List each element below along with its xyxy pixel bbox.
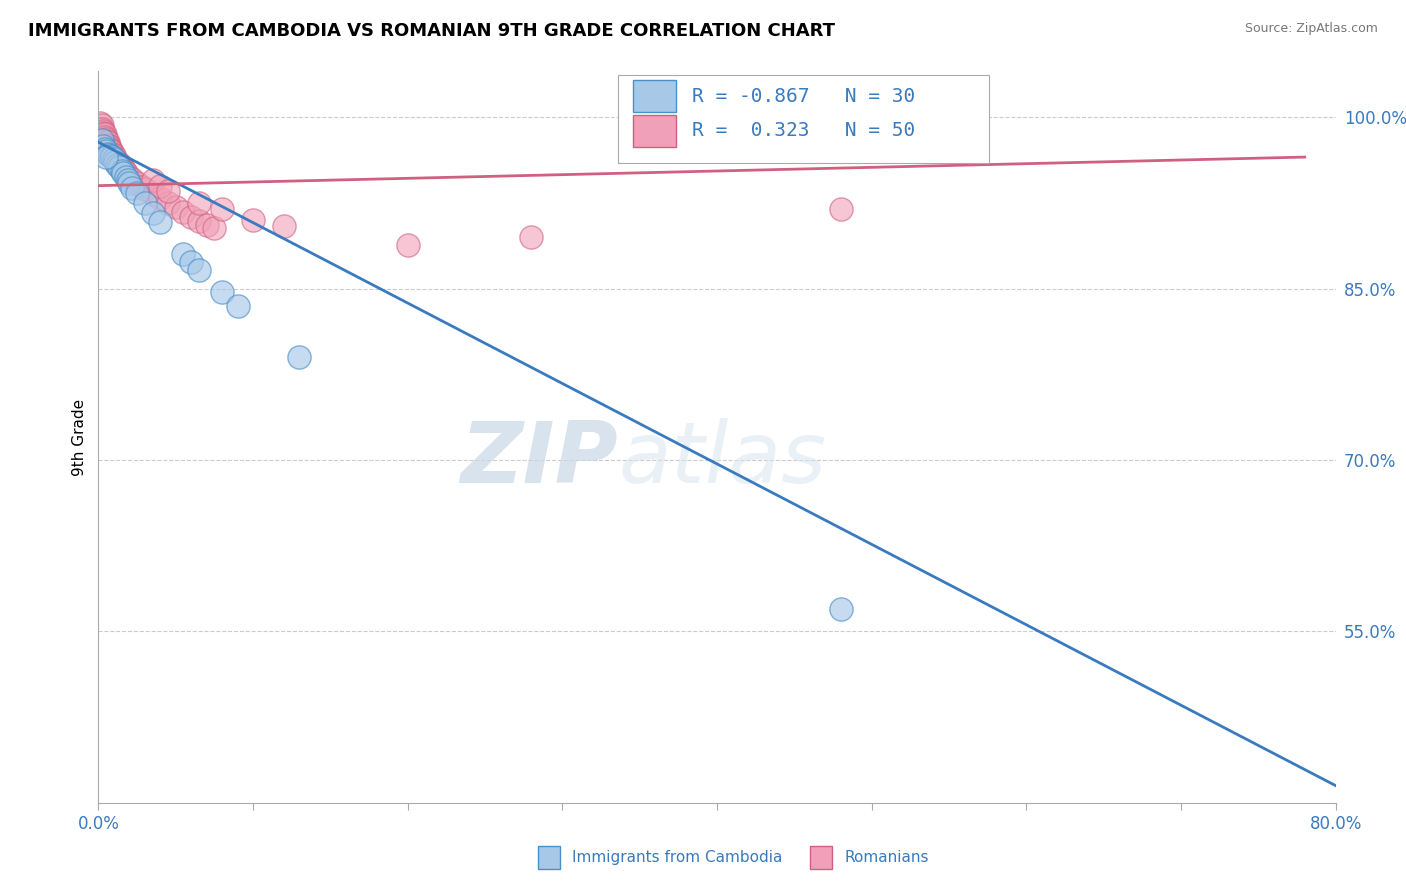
Point (118, 169, 141, 184)
Point (226, 299, 249, 313)
Point (98, 138, 121, 153)
Text: Immigrants from Cambodia: Immigrants from Cambodia (572, 850, 783, 865)
Point (121, 171, 143, 186)
Point (127, 186, 149, 200)
Point (142, 206, 165, 220)
Point (100, 149, 122, 163)
Point (103, 150, 125, 164)
Point (180, 255, 202, 269)
Point (165, 200, 187, 214)
Point (90, 121, 112, 136)
Point (396, 238, 419, 252)
FancyBboxPatch shape (810, 846, 832, 870)
Point (111, 163, 134, 178)
Point (97, 137, 120, 152)
Text: R =  0.323   N = 50: R = 0.323 N = 50 (692, 121, 915, 140)
Point (149, 191, 172, 205)
Point (97, 146, 120, 161)
Point (96, 150, 118, 164)
Point (131, 179, 153, 194)
FancyBboxPatch shape (633, 114, 676, 146)
Point (173, 247, 195, 261)
Point (91, 138, 114, 153)
Point (91, 124, 114, 138)
Point (90, 133, 112, 147)
Point (188, 263, 211, 277)
Point (105, 158, 128, 172)
Point (96, 145, 118, 159)
Point (142, 173, 165, 187)
Text: R = -0.867   N = 30: R = -0.867 N = 30 (692, 87, 915, 106)
Point (93, 129, 115, 144)
Text: atlas: atlas (619, 417, 827, 500)
FancyBboxPatch shape (633, 80, 676, 112)
Point (100, 145, 122, 159)
Text: IMMIGRANTS FROM CAMBODIA VS ROMANIAN 9TH GRADE CORRELATION CHART: IMMIGRANTS FROM CAMBODIA VS ROMANIAN 9TH… (28, 22, 835, 40)
Point (103, 148, 125, 162)
Point (134, 182, 156, 196)
Point (104, 154, 127, 169)
Text: Romanians: Romanians (845, 850, 929, 865)
Point (115, 169, 138, 184)
Point (98, 148, 121, 162)
Y-axis label: 9th Grade: 9th Grade (72, 399, 87, 475)
Point (105, 154, 128, 169)
Point (211, 285, 233, 299)
Point (104, 153, 127, 167)
Point (89, 116, 111, 130)
Point (180, 210, 202, 224)
Point (520, 230, 543, 244)
Point (211, 202, 233, 216)
Point (188, 195, 211, 210)
Point (273, 219, 295, 233)
Point (93, 127, 115, 141)
Text: ZIP: ZIP (460, 417, 619, 500)
Point (142, 186, 165, 201)
Point (195, 218, 218, 232)
Point (157, 195, 180, 210)
Point (112, 166, 135, 180)
Point (242, 213, 264, 227)
Point (830, 202, 852, 216)
Point (100, 143, 122, 157)
Point (114, 163, 136, 178)
Point (101, 150, 124, 164)
Point (288, 350, 311, 364)
Point (118, 177, 141, 191)
Point (830, 601, 852, 615)
Point (97, 135, 120, 149)
Point (112, 161, 135, 176)
FancyBboxPatch shape (537, 846, 560, 870)
Point (90, 118, 112, 132)
Point (108, 158, 131, 172)
Point (173, 205, 195, 219)
Point (103, 153, 125, 167)
Point (188, 214, 211, 228)
Point (93, 142, 115, 156)
Point (107, 161, 129, 175)
Point (121, 181, 143, 195)
Point (96, 132, 118, 146)
FancyBboxPatch shape (619, 75, 990, 162)
Point (157, 185, 180, 199)
Point (101, 146, 124, 161)
Point (115, 166, 138, 180)
Point (149, 215, 172, 229)
Point (127, 177, 149, 191)
Point (134, 195, 156, 210)
Point (117, 173, 139, 187)
Point (98, 141, 121, 155)
Point (204, 221, 226, 235)
Point (96, 134, 118, 148)
Point (107, 156, 129, 170)
Text: Source: ZipAtlas.com: Source: ZipAtlas.com (1244, 22, 1378, 36)
Point (91, 126, 114, 140)
Point (149, 178, 172, 193)
Point (111, 161, 134, 175)
